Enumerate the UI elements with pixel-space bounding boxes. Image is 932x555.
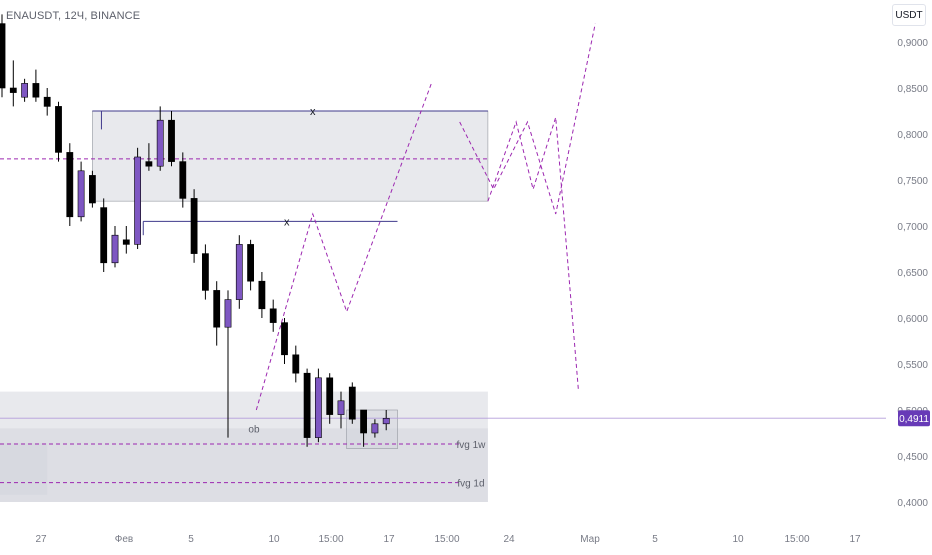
candle-body xyxy=(145,161,153,167)
candle-body xyxy=(21,83,28,98)
level-label: ob xyxy=(248,424,260,435)
candle-body xyxy=(371,423,379,434)
x-tick-label: 5 xyxy=(188,534,194,545)
x-tick-label: 10 xyxy=(268,534,280,545)
projection-path xyxy=(487,117,579,389)
symbol-title: ENAUSDT, 12Ч, BINANCE xyxy=(6,10,141,22)
zone-box xyxy=(0,428,488,502)
y-tick-label: 0,7000 xyxy=(897,222,928,233)
y-tick-label: 0,5500 xyxy=(897,360,928,371)
candle-body xyxy=(314,377,322,438)
x-tick-label: Мар xyxy=(580,534,600,545)
candle-body xyxy=(281,322,288,356)
y-tick-label: 0,7500 xyxy=(897,176,928,187)
y-tick-label: 0,8500 xyxy=(897,84,928,95)
candle-body xyxy=(224,299,232,328)
candle-body xyxy=(258,280,266,310)
x-tick-label: 17 xyxy=(849,534,861,545)
level-label: x xyxy=(284,216,290,228)
x-tick-label: Фев xyxy=(115,534,133,545)
levels-layer xyxy=(0,110,886,484)
candle-body xyxy=(235,244,243,300)
candle-body xyxy=(303,372,311,438)
candle-body xyxy=(43,96,51,107)
x-tick-label: 24 xyxy=(503,534,515,545)
candle-body xyxy=(360,409,367,434)
candle-body xyxy=(66,152,74,218)
candle-body xyxy=(247,244,254,282)
zones-layer xyxy=(0,110,489,502)
axes-layer: 0,9000 0,8500 0,8000 0,7500 0,7000 0,6500 0,60… xyxy=(35,38,930,545)
x-tick-label: 10 xyxy=(732,534,744,545)
candle-body xyxy=(77,170,85,218)
candle-body xyxy=(382,417,390,425)
level-labels-layer: x x ob fvg 1w fvg 1d xyxy=(248,106,486,490)
x-tick-label: 15:00 xyxy=(434,534,459,545)
y-tick-label: 0,8000 xyxy=(897,130,928,141)
zone-box xyxy=(92,110,489,202)
candle-body xyxy=(55,106,62,153)
candle-body xyxy=(337,400,345,415)
candle-body xyxy=(292,354,300,374)
candle-body xyxy=(179,161,187,199)
y-tick-label: 0,4500 xyxy=(897,452,928,463)
y-tick-label: 0,6500 xyxy=(897,268,928,279)
candle-body xyxy=(213,290,221,328)
y-tick-label: 0,9000 xyxy=(897,38,928,49)
candles-layer xyxy=(0,14,390,447)
candle-body xyxy=(348,386,356,420)
level-label: fvg 1w xyxy=(456,440,486,451)
candle-body xyxy=(156,119,164,167)
x-tick-label: 15:00 xyxy=(318,534,343,545)
price-badge-label: 0,4911 xyxy=(899,414,929,425)
x-tick-label: 5 xyxy=(652,534,658,545)
projections-layer xyxy=(255,23,596,411)
candle-body xyxy=(269,308,277,323)
candle-body xyxy=(0,23,6,89)
x-tick-label: 17 xyxy=(383,534,395,545)
projection-path xyxy=(255,83,432,411)
candle-body xyxy=(32,83,40,98)
candle-body xyxy=(111,234,119,264)
x-tick-label: 27 xyxy=(35,534,47,545)
projection-path xyxy=(459,23,596,215)
price-badge xyxy=(898,410,930,427)
candle-body xyxy=(168,119,175,162)
x-tick-label: 15:00 xyxy=(784,534,809,545)
candle-body xyxy=(9,87,17,93)
zone-box xyxy=(0,443,48,495)
level-label: x xyxy=(310,106,316,118)
candle-body xyxy=(122,239,130,245)
level-label: fvg 1d xyxy=(457,479,484,490)
candle-body xyxy=(190,198,198,254)
currency-button[interactable]: USDT xyxy=(892,4,926,26)
y-tick-label: 0,4000 xyxy=(897,498,928,509)
y-tick-label: 0,6000 xyxy=(897,314,928,325)
candle-body xyxy=(89,175,96,204)
candle-body xyxy=(202,253,209,291)
candle-body xyxy=(100,207,108,264)
candle-body xyxy=(326,377,334,415)
candle-body xyxy=(134,156,141,245)
